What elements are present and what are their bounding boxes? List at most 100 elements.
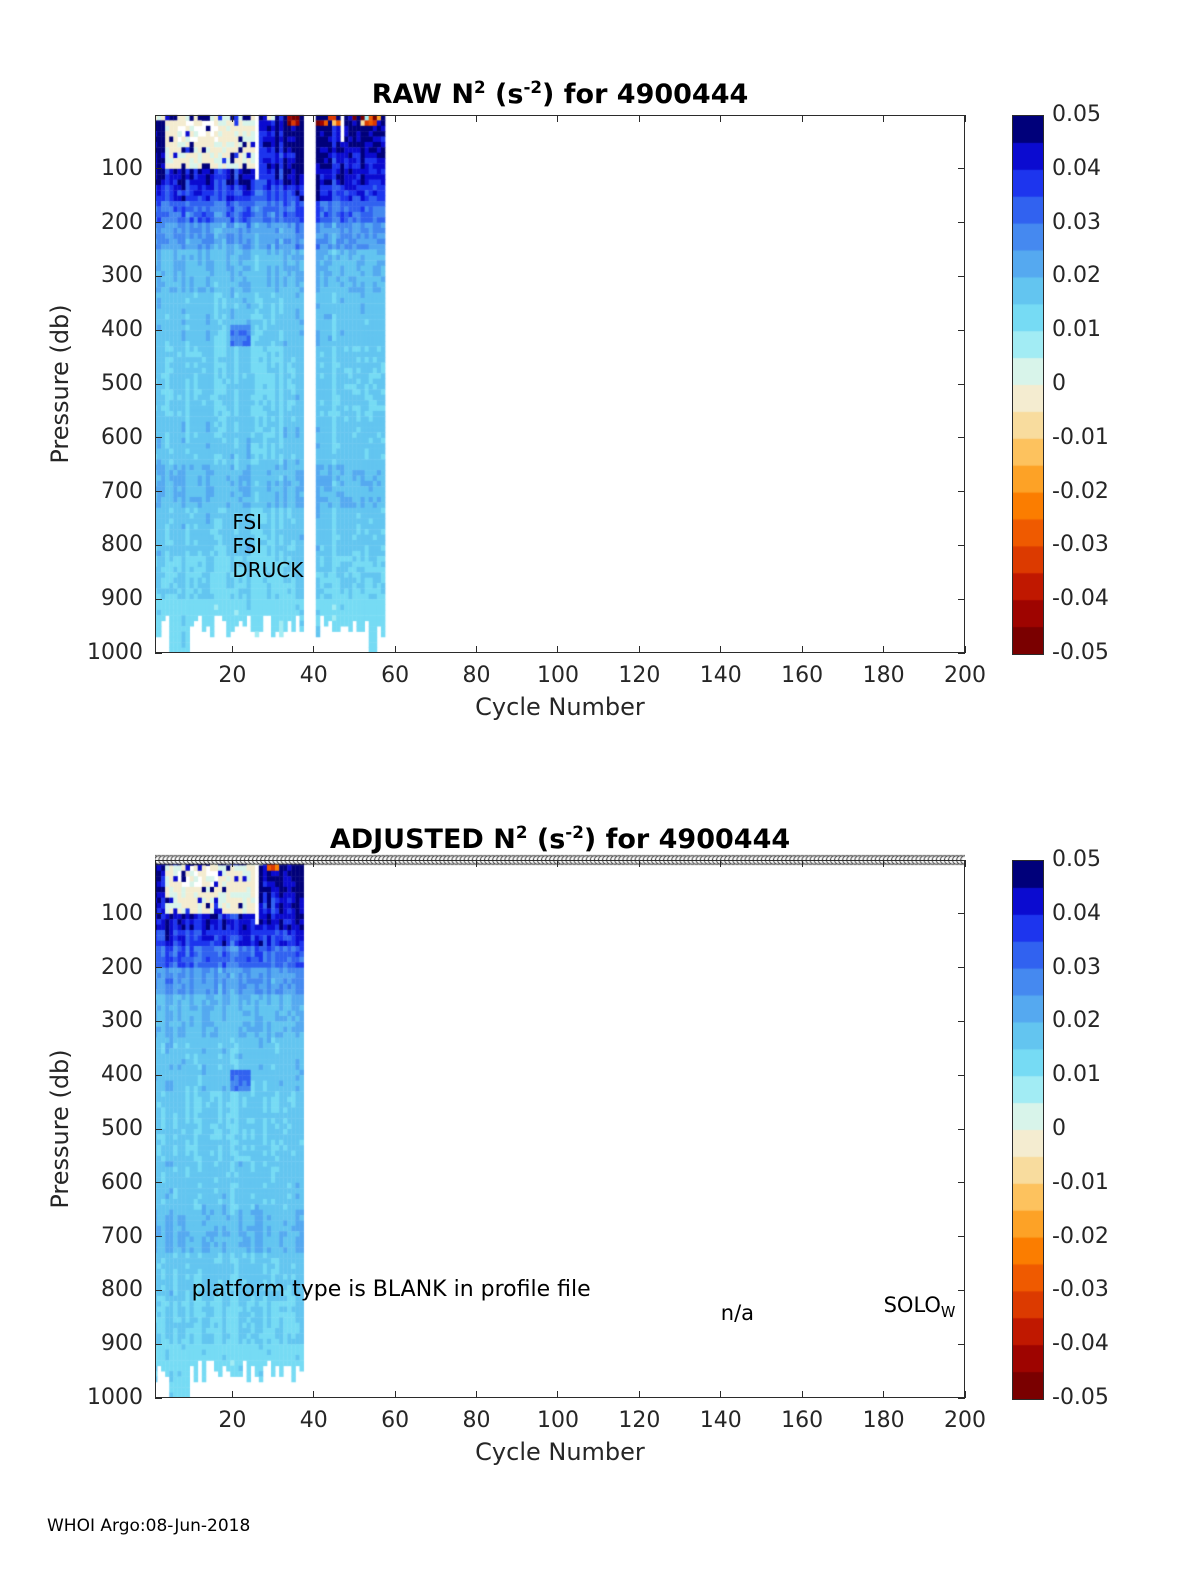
axis-tick [958,598,965,600]
axis-tick [638,1391,640,1398]
axis-tick [394,115,396,122]
colorbar-tick-label: -0.01 [1052,424,1109,450]
y-tick-label: 200 [101,209,143,235]
colorbar-tick-label: 0 [1052,371,1066,396]
axis-tick [958,1182,965,1184]
annotation-text: FSI [232,533,263,558]
axis-tick [155,383,162,385]
y-tick-label: 600 [101,424,143,450]
title-segment: 2 [473,77,486,97]
axis-tick [958,329,965,331]
axis-tick [958,437,965,439]
colorbar-tick-label: -0.05 [1052,1385,1109,1410]
axis-ticks [155,115,966,654]
axis-tick [155,1289,162,1291]
axis-tick [313,646,315,653]
title-segment: ADJUSTED N [329,824,516,855]
axis-tick [476,1391,478,1398]
colorbar-tick-label: 0.03 [1052,954,1101,980]
axis-tick [958,275,965,277]
axis-tick [313,1391,315,1398]
axis-tick [313,115,315,122]
x-tick-label: 100 [536,663,579,688]
axis-tick [720,860,722,867]
axis-tick [883,1391,885,1398]
title-segment: RAW N [371,79,474,110]
axis-tick [557,860,559,867]
x-axis-label: Cycle Number [475,1438,645,1466]
chart-title-raw: RAW N2 (s-2) for 4900444 [155,71,965,111]
y-tick-label: 900 [101,586,143,612]
y-axis-label: Pressure (db) [46,304,74,464]
axis-tick [720,646,722,653]
y-tick-label: 400 [101,1062,143,1088]
y-tick-label: 800 [101,1277,143,1303]
axis-tick [394,1391,396,1398]
colorbar-tick-label: 0.05 [1052,847,1101,872]
axis-tick [958,1289,965,1291]
axis-tick [155,1182,162,1184]
axis-tick [231,1391,233,1398]
x-tick-label: 160 [781,663,824,688]
x-tick-label: 200 [944,663,986,688]
axis-ticks [155,860,966,1399]
title-segment: (s [527,824,566,855]
axis-tick [476,646,478,653]
axis-tick [958,967,965,969]
axis-tick [155,329,162,331]
colorbar-tick-label: -0.04 [1052,1331,1109,1357]
x-tick-label: 20 [218,663,247,688]
axis-tick [155,913,162,915]
title-segment: ) for 4900444 [583,824,791,855]
axis-tick [155,222,162,224]
y-tick-label: 300 [101,263,143,289]
axis-tick [801,1391,803,1398]
x-tick-label: 180 [862,663,905,688]
axis-tick [476,860,478,867]
axis-tick [958,491,965,493]
y-tick-label: 900 [101,1331,143,1357]
colorbar-tick-label: -0.01 [1052,1169,1109,1195]
colorbar-tick-label: -0.05 [1052,640,1109,665]
axis-tick [958,1236,965,1238]
x-tick-label: 40 [299,1408,328,1433]
y-tick-label: 1000 [87,640,143,665]
annotation-text: FSI [232,510,263,535]
y-tick-label: 300 [101,1008,143,1034]
colorbar-tick-label: -0.03 [1052,532,1109,558]
axis-tick [155,168,162,170]
x-axis-label: Cycle Number [475,693,645,721]
y-tick-label: 400 [101,317,143,343]
axis-tick [231,115,233,122]
axis-tick [958,1343,965,1345]
footer-text: WHOI Argo:08-Jun-2018 [47,1516,251,1536]
colorbar-tick-label: -0.02 [1052,1223,1109,1249]
axis-tick [557,646,559,653]
axis-tick [958,544,965,546]
axis-tick [801,115,803,122]
colorbar [1012,115,1044,655]
colorbar-tick-label: 0.02 [1052,1008,1101,1034]
x-tick-label: 60 [381,1408,410,1433]
colorbar-tick-label: 0 [1052,1116,1066,1141]
colorbar-tick-label: 0.05 [1052,102,1101,127]
x-tick-label: 120 [618,1408,661,1433]
y-tick-label: 100 [101,155,143,181]
axis-tick [958,383,965,385]
y-tick-label: 1000 [87,1385,143,1410]
axis-tick [964,115,966,122]
axis-tick [394,646,396,653]
axis-tick [155,491,162,493]
colorbar-tick-label: -0.02 [1052,478,1109,504]
axis-tick [801,860,803,867]
heatmap-plot [155,107,965,653]
x-tick-label: 80 [462,1408,491,1433]
axis-tick [155,967,162,969]
x-tick-label: 160 [781,1408,824,1433]
axis-tick [155,544,162,546]
annotation-text: SOLOW [883,1293,956,1322]
y-tick-label: 100 [101,900,143,926]
axis-tick [958,1074,965,1076]
y-axis-label: Pressure (db) [46,1049,74,1209]
